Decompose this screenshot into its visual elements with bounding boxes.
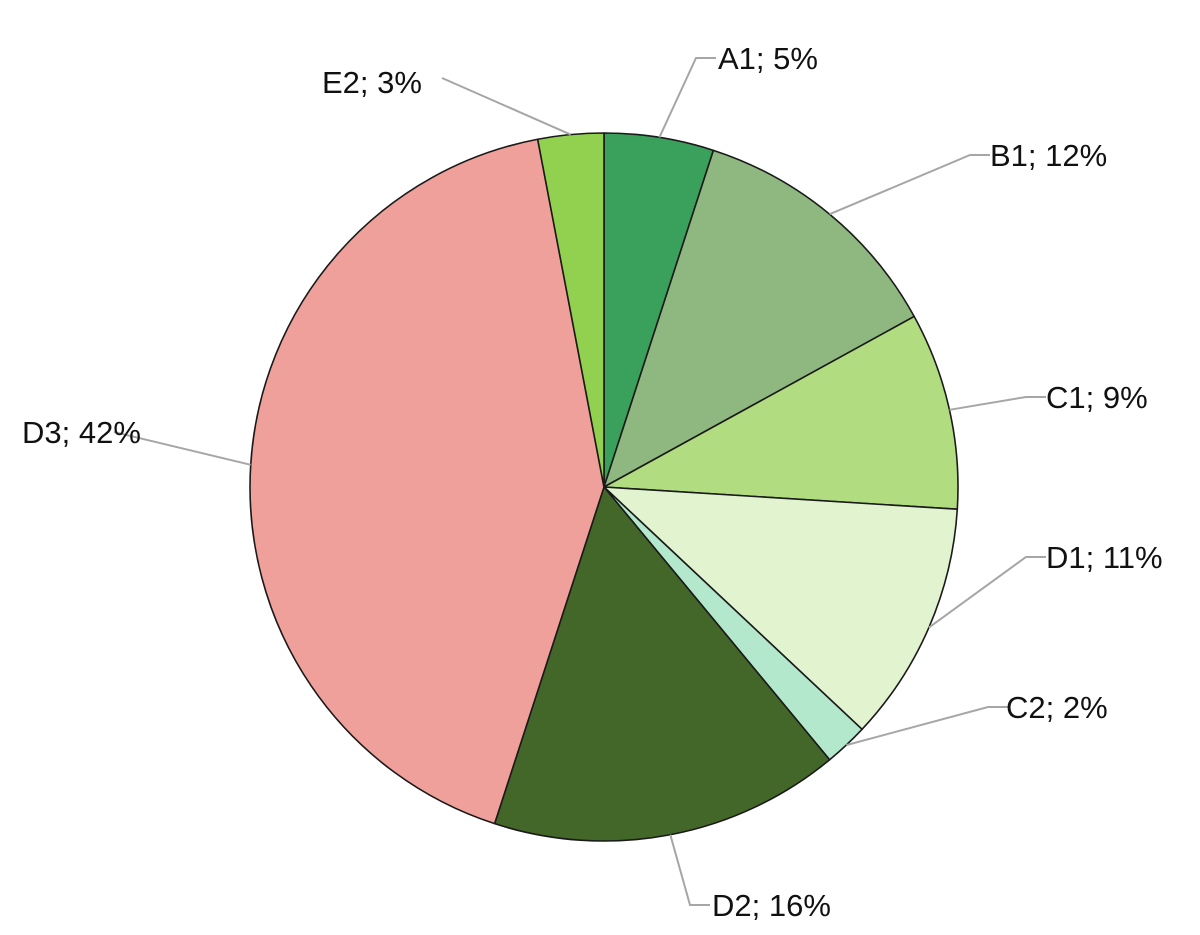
leader-line-c1 [949, 396, 1046, 411]
pie-slice-d3 [249, 138, 605, 825]
leader-line-d2 [669, 834, 710, 906]
data-label-d2: D2; 16% [712, 888, 831, 923]
data-label-d3: D3; 42% [22, 415, 141, 450]
pie-slice-d1 [603, 486, 959, 731]
data-label-c2: C2; 2% [1006, 690, 1108, 725]
leader-line-d1 [928, 556, 1046, 629]
slices-layer [249, 132, 959, 842]
data-label-b1: B1; 12% [990, 138, 1107, 173]
pie-slice-d2 [493, 486, 831, 842]
leader-lines-layer [113, 57, 1046, 906]
data-labels-layer: A1; 5% B1; 12% C1; 9% D1; 11% C2; 2% D2; 16% D… [22, 41, 1163, 923]
leader-line-c2 [846, 706, 1008, 747]
data-label-e2: E2; 3% [322, 65, 422, 100]
data-label-d1: D1; 11% [1046, 540, 1163, 575]
leader-line-e2 [441, 77, 572, 136]
data-label-a1: A1; 5% [718, 41, 818, 76]
pie-slice-c1 [603, 315, 959, 511]
leader-line-b1 [829, 154, 990, 216]
leader-line-a1 [658, 57, 716, 138]
leader-line-d3 [113, 431, 251, 466]
data-label-c1: C1; 9% [1046, 380, 1148, 415]
pie-slice-e2 [536, 132, 605, 488]
